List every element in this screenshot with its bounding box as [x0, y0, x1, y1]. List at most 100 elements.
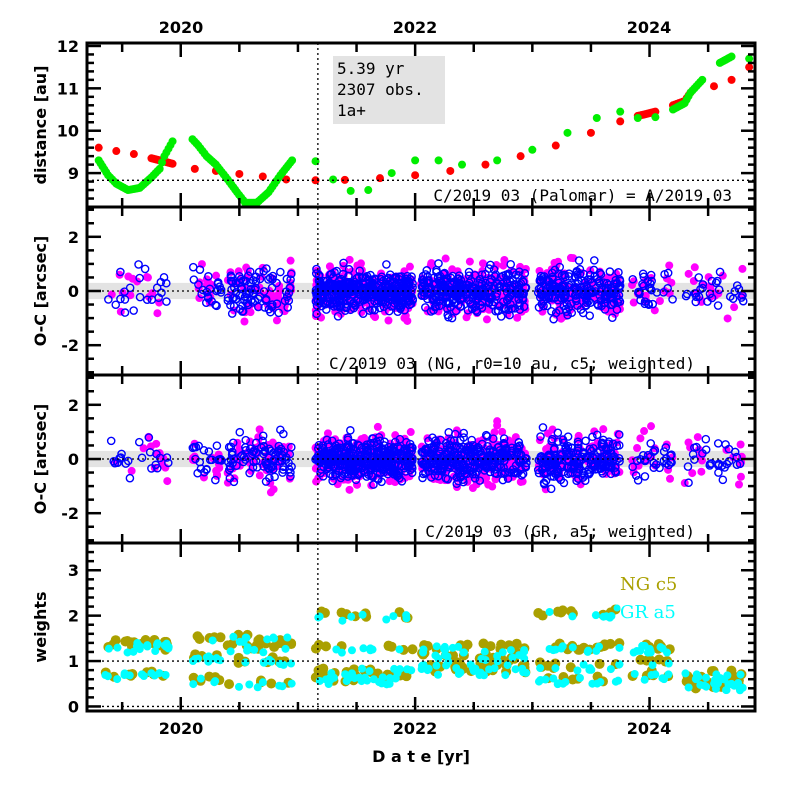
- residual-point-filled: [353, 480, 362, 489]
- residual-point-open: [707, 293, 717, 303]
- weight-point-gr: [545, 607, 554, 616]
- distance-point-green: [288, 156, 297, 165]
- weight-point-gr: [723, 671, 732, 680]
- residual-point-filled: [242, 263, 251, 272]
- weight-point-gr: [432, 661, 441, 670]
- residual-point-open: [640, 299, 650, 309]
- distance-point-red: [651, 107, 660, 116]
- residual-point-filled: [272, 316, 281, 325]
- residual-point-open: [471, 296, 481, 306]
- residual-point-open: [236, 274, 246, 284]
- residual-point-open: [536, 284, 545, 294]
- weight-point-ng: [266, 678, 277, 689]
- residual-point-open: [713, 439, 723, 448]
- legend-ng: NG c5: [620, 574, 677, 595]
- chart-marks: [87, 52, 755, 695]
- residual-point-open: [398, 296, 407, 306]
- weight-point-gr: [595, 642, 604, 651]
- residual-point-open: [140, 264, 150, 274]
- weight-point-gr: [120, 671, 129, 680]
- weight-point-ng: [320, 641, 331, 652]
- residual-point-filled: [665, 261, 674, 270]
- bottom-tick-2022: 2022: [393, 719, 438, 738]
- residual-point-open: [578, 308, 588, 318]
- residual-point-open: [516, 278, 526, 288]
- residual-point-open: [554, 278, 564, 288]
- weight-point-gr: [208, 636, 217, 645]
- residual-point-open: [714, 285, 724, 294]
- residual-point-open: [477, 279, 486, 289]
- residual-point-filled: [427, 259, 436, 268]
- weight-point-gr: [519, 668, 528, 677]
- residual-point-open: [272, 278, 281, 288]
- y-axis-title-oc-ng: O-C [arcsec]: [31, 236, 50, 347]
- residual-point-filled: [513, 313, 522, 322]
- distance-point-red: [112, 147, 121, 156]
- residual-point-open: [391, 289, 401, 298]
- weight-point-gr: [501, 671, 510, 680]
- residual-point-filled: [128, 274, 137, 283]
- y-tick-label: 11: [57, 79, 79, 98]
- panel3-annotation: C/2019 03 (GR, a5; weighted): [425, 522, 695, 541]
- residual-point-open: [189, 275, 199, 284]
- residual-point-open: [248, 463, 258, 472]
- residual-point-open: [202, 464, 211, 474]
- residual-point-open: [606, 283, 616, 292]
- weight-point-gr: [342, 677, 351, 686]
- weight-point-gr: [235, 637, 244, 646]
- weight-point-gr: [243, 645, 252, 654]
- residual-point-open: [194, 280, 203, 289]
- y-tick-label: -2: [61, 504, 79, 523]
- residual-point-open: [276, 425, 285, 435]
- residual-point-open: [333, 312, 343, 321]
- residual-point-filled: [688, 469, 697, 478]
- residual-point-open: [151, 460, 160, 470]
- residual-point-open: [229, 301, 239, 311]
- residual-point-filled: [153, 309, 162, 318]
- residual-point-open: [339, 258, 348, 268]
- residual-point-open: [204, 272, 213, 281]
- distance-point-red: [235, 169, 244, 178]
- residual-point-filled: [738, 264, 747, 273]
- residual-point-filled: [163, 477, 172, 486]
- residual-point-open: [253, 302, 263, 312]
- residual-point-open: [241, 443, 250, 452]
- residual-point-filled: [633, 444, 642, 453]
- distance-point-red: [282, 175, 291, 184]
- residual-point-open: [393, 307, 403, 317]
- weight-point-gr: [506, 646, 515, 655]
- weight-point-gr: [259, 648, 268, 657]
- top-tick-2020: 2020: [159, 18, 204, 37]
- residual-point-open: [264, 444, 274, 454]
- distance-point-red: [516, 152, 525, 161]
- residual-point-open: [322, 305, 331, 314]
- residual-point-filled: [441, 254, 450, 263]
- y-tick-label: 2: [68, 396, 79, 415]
- residual-point-filled: [115, 270, 124, 279]
- residual-point-open: [223, 293, 233, 303]
- weight-point-gr: [441, 651, 450, 660]
- distance-point-green: [158, 158, 167, 167]
- residual-point-open: [270, 472, 279, 482]
- residual-point-open: [506, 260, 516, 269]
- residual-point-open: [194, 441, 203, 451]
- residual-point-open: [392, 297, 401, 306]
- weight-point-gr: [713, 679, 722, 688]
- residual-point-open: [314, 276, 324, 286]
- residual-point-open: [737, 293, 746, 302]
- distance-point-red: [190, 164, 199, 173]
- residual-point-open: [544, 291, 553, 301]
- residual-point-open: [495, 282, 505, 291]
- residual-point-open: [539, 301, 548, 311]
- weight-point-gr: [347, 612, 356, 621]
- residual-point-filled: [718, 271, 727, 280]
- weight-point-gr: [459, 648, 468, 657]
- weight-point-gr: [588, 679, 597, 688]
- residual-point-open: [357, 273, 367, 282]
- weight-point-ng: [478, 638, 489, 649]
- residual-point-open: [188, 443, 198, 453]
- residual-point-open: [311, 297, 321, 306]
- distance-point-green: [168, 137, 177, 146]
- residual-point-open: [564, 272, 574, 281]
- residual-point-open: [663, 268, 673, 278]
